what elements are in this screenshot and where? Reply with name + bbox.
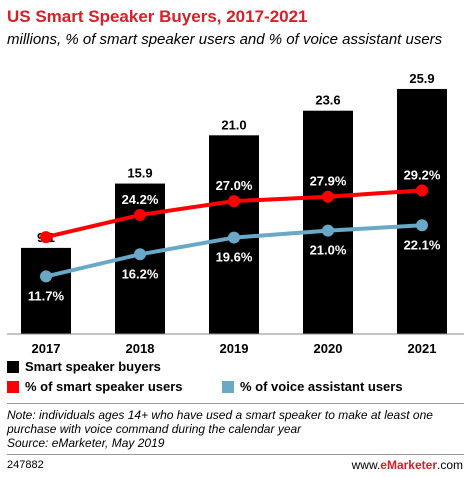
point-value-label: 29.2%	[404, 167, 441, 182]
x-tick-label: 2019	[220, 341, 249, 356]
legend-swatch	[7, 360, 19, 373]
legend-swatch	[7, 380, 19, 393]
point-value-label: 24.2%	[122, 192, 159, 207]
data-point	[228, 231, 240, 244]
x-tick-label: 2020	[314, 341, 343, 356]
point-value-label: 11.7%	[28, 288, 65, 303]
bar	[303, 110, 353, 334]
bar-value-label: 15.9	[127, 166, 152, 181]
bar-value-label: 25.9	[409, 71, 434, 86]
legend-item-smart-speaker-buyers: Smart speaker buyers	[7, 359, 161, 374]
data-point	[40, 270, 52, 283]
source-text: Source: eMarketer, May 2019	[7, 436, 165, 450]
legend-item-voice-assistant-users: % of voice assistant users	[222, 379, 403, 394]
note-text: Note: individuals ages 14+ who have used…	[7, 408, 433, 436]
bar	[397, 88, 447, 334]
divider	[7, 454, 464, 455]
point-value-label: 21.0%	[310, 243, 347, 258]
data-point	[228, 195, 240, 208]
legend-label: Smart speaker buyers	[25, 359, 161, 374]
point-value-label: 19.6%	[216, 250, 253, 265]
point-value-label: 27.0%	[216, 178, 253, 193]
chart-subtitle: millions, % of smart speaker users and %…	[7, 31, 443, 48]
data-point	[134, 248, 146, 261]
x-tick-label: 2021	[408, 341, 437, 356]
x-tick-label: 2017	[32, 341, 61, 356]
point-value-label: 16.2%	[122, 266, 159, 281]
point-value-label: 27.9%	[310, 174, 347, 189]
chart-id: 247882	[7, 459, 44, 471]
data-point	[322, 224, 334, 237]
data-point	[40, 231, 52, 244]
legend-item-smart-speaker-users: % of smart speaker users	[7, 379, 183, 394]
x-tick-label: 2018	[126, 341, 155, 356]
bar	[21, 247, 71, 334]
brand-logo: www.eMarketer.com	[351, 458, 463, 472]
data-point	[322, 190, 334, 203]
data-point	[134, 208, 146, 221]
chart-note: Note: individuals ages 14+ who have used…	[7, 408, 467, 450]
legend-swatch	[222, 380, 234, 393]
divider	[7, 403, 464, 404]
chart-title: US Smart Speaker Buyers, 2017-2021	[7, 7, 308, 26]
bar-value-label: 21.0	[221, 117, 246, 132]
legend-label: % of smart speaker users	[25, 379, 183, 394]
bar-value-label: 23.6	[315, 93, 340, 108]
point-value-label: 19.7%	[28, 214, 65, 229]
data-point	[416, 184, 428, 197]
data-point	[416, 219, 428, 232]
legend-label: % of voice assistant users	[240, 379, 403, 394]
point-value-label: 22.1%	[404, 237, 441, 252]
